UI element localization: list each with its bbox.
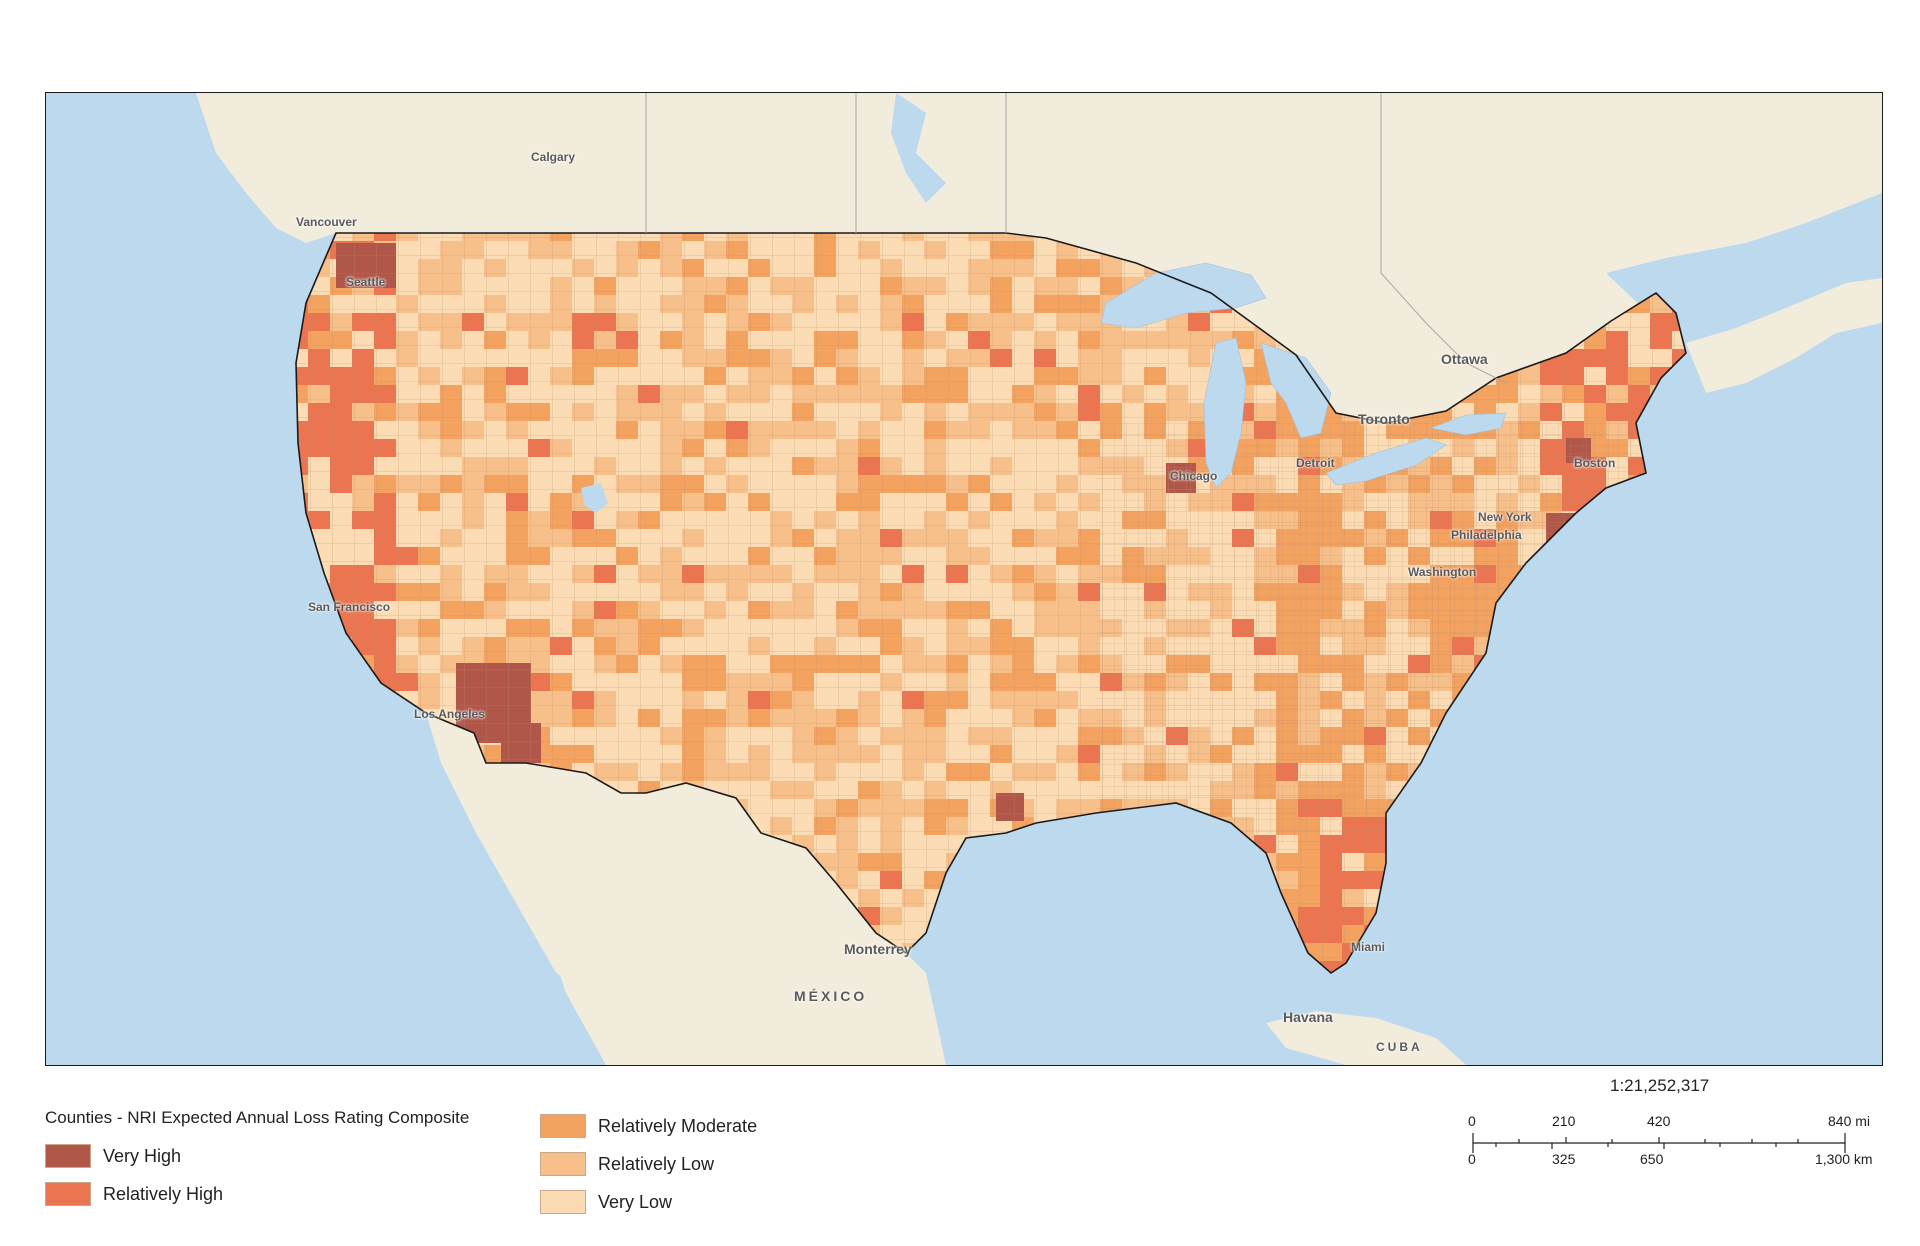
label-washington: Washington bbox=[1408, 565, 1477, 579]
label-san-francisco: San Francisco bbox=[308, 600, 391, 614]
label-philadelphia: Philadelphia bbox=[1451, 528, 1522, 542]
map-svg bbox=[46, 93, 1882, 1065]
great-salt-lake bbox=[581, 483, 608, 513]
legend-label-relatively-moderate: Relatively Moderate bbox=[598, 1115, 758, 1136]
lake-superior bbox=[1100, 262, 1267, 329]
legend-label-relatively-high: Relatively High bbox=[103, 1183, 224, 1204]
canada-land bbox=[196, 93, 1882, 423]
legend-item-very-low: Very Low bbox=[540, 1190, 672, 1214]
legend-swatch-relatively-low bbox=[540, 1152, 586, 1176]
scale-km-tick-1: 325 bbox=[1552, 1151, 1576, 1167]
scale-km-tick-3: 1,300 km bbox=[1815, 1151, 1873, 1167]
scale-mi-tick-2: 420 bbox=[1647, 1113, 1671, 1129]
label-vancouver: Vancouver bbox=[296, 215, 357, 229]
legend-swatch-very-high bbox=[45, 1144, 91, 1168]
scale-ratio: 1:21,252,317 bbox=[1610, 1076, 1710, 1095]
canada-lakes bbox=[891, 93, 946, 203]
label-monterrey: Monterrey bbox=[844, 941, 912, 957]
lake-michigan bbox=[1203, 337, 1247, 489]
gulf-st-lawrence bbox=[1606, 193, 1882, 311]
scale-km-tick-0: 0 bbox=[1468, 1151, 1476, 1167]
label-seattle: Seattle bbox=[346, 275, 386, 289]
legend-label-relatively-low: Relatively Low bbox=[598, 1153, 715, 1174]
legend-item-relatively-moderate: Relatively Moderate bbox=[540, 1114, 757, 1138]
mexico-land bbox=[486, 763, 946, 1065]
label-boston: Boston bbox=[1574, 456, 1616, 470]
legend-item-relatively-low: Relatively Low bbox=[540, 1152, 714, 1176]
label-toronto: Toronto bbox=[1358, 411, 1410, 427]
scale-bar: 1:21,252,317 0 210 420 840 mi 0 325 650 … bbox=[1440, 1076, 1880, 1186]
legend-item-very-high: Very High bbox=[45, 1144, 181, 1168]
legend-title: Counties - NRI Expected Annual Loss Rati… bbox=[45, 1108, 470, 1127]
scale-km-tick-2: 650 bbox=[1640, 1151, 1664, 1167]
lake-huron bbox=[1260, 342, 1332, 439]
label-los-angeles: Los Angeles bbox=[414, 707, 485, 721]
label-ottawa: Ottawa bbox=[1441, 351, 1488, 367]
legend-item-relatively-high: Relatively High bbox=[45, 1182, 223, 1206]
great-lakes bbox=[1100, 262, 1507, 489]
label-detroit: Detroit bbox=[1296, 456, 1335, 470]
scale-mi-tick-0: 0 bbox=[1468, 1113, 1476, 1129]
scale-ruler bbox=[1472, 1133, 1846, 1153]
scale-mi-tick-1: 210 bbox=[1552, 1113, 1576, 1129]
lake-ontario bbox=[1429, 412, 1507, 436]
lake-erie bbox=[1325, 437, 1447, 486]
legend-swatch-relatively-high bbox=[45, 1182, 91, 1206]
scale-mi-tick-3: 840 mi bbox=[1828, 1113, 1871, 1129]
maritimes-land bbox=[1686, 278, 1882, 393]
cuba-land bbox=[1266, 1011, 1466, 1065]
label-cuba: CUBA bbox=[1376, 1040, 1423, 1054]
legend-label-very-low: Very Low bbox=[598, 1191, 673, 1212]
label-miami: Miami bbox=[1351, 940, 1386, 954]
label-new-york: New York bbox=[1478, 510, 1532, 524]
label-chicago: Chicago bbox=[1170, 469, 1218, 483]
label-calgary: Calgary bbox=[531, 150, 576, 164]
baja-land bbox=[426, 713, 586, 993]
legend-label-very-high: Very High bbox=[103, 1145, 182, 1166]
map-canvas[interactable]: Calgary Vancouver Ottawa Toronto San Fra… bbox=[45, 92, 1883, 1066]
label-havana: Havana bbox=[1283, 1009, 1333, 1025]
province-borders bbox=[645, 93, 1507, 384]
legend-swatch-very-low bbox=[540, 1190, 586, 1214]
label-mexico: MÉXICO bbox=[794, 988, 868, 1004]
legend-swatch-relatively-moderate bbox=[540, 1114, 586, 1138]
